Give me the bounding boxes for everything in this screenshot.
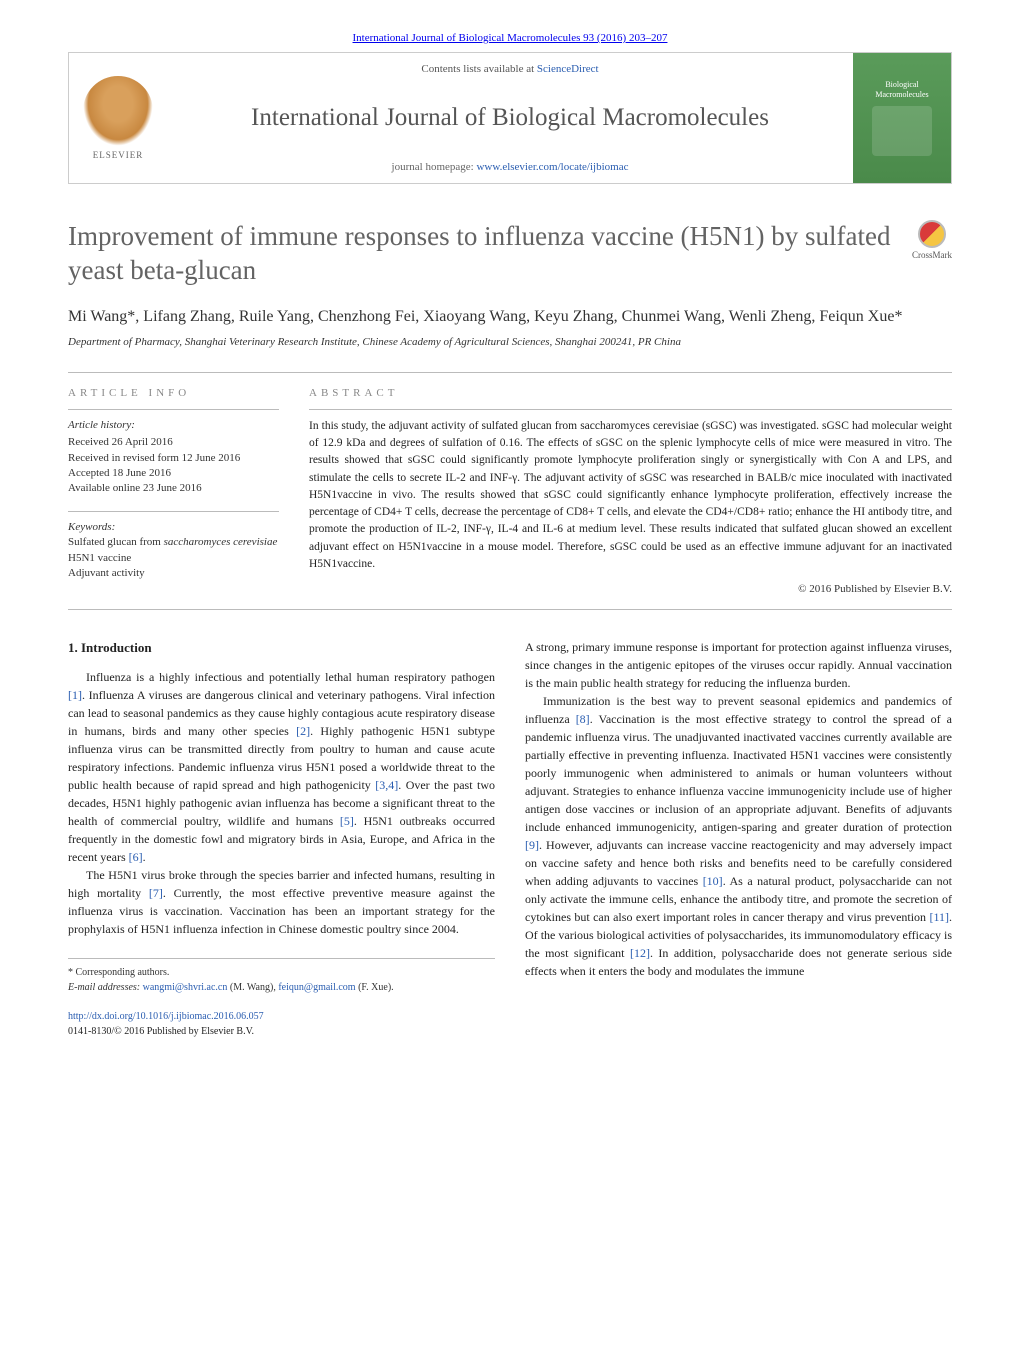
text-run: . xyxy=(143,850,146,864)
keyword: Sulfated glucan from saccharomyces cerev… xyxy=(68,535,279,550)
footnotes: * Corresponding authors. E-mail addresse… xyxy=(68,958,495,995)
cover-title: Biological Macromolecules xyxy=(859,80,945,99)
journal-homepage: journal homepage: www.elsevier.com/locat… xyxy=(392,161,629,173)
body-columns: 1. Introduction Influenza is a highly in… xyxy=(68,638,952,1039)
left-column: 1. Introduction Influenza is a highly in… xyxy=(68,638,495,1039)
running-head: International Journal of Biological Macr… xyxy=(68,32,952,44)
publisher-name: ELSEVIER xyxy=(93,150,144,160)
ref-link[interactable]: [8] xyxy=(576,712,590,726)
ref-link[interactable]: [7] xyxy=(149,886,163,900)
crossmark-label: CrossMark xyxy=(912,250,952,260)
ref-link[interactable]: [9] xyxy=(525,838,539,852)
crossmark-icon xyxy=(918,220,946,248)
article-info: ARTICLE INFO Article history: Received 2… xyxy=(68,373,293,610)
abstract-label: ABSTRACT xyxy=(309,387,952,399)
doi-block: http://dx.doi.org/10.1016/j.ijbiomac.201… xyxy=(68,1009,495,1039)
history-line: Available online 23 June 2016 xyxy=(68,481,279,496)
article-title: Improvement of immune responses to influ… xyxy=(68,220,896,288)
keyword: Adjuvant activity xyxy=(68,566,279,581)
header-center: Contents lists available at ScienceDirec… xyxy=(167,53,853,183)
abstract-copyright: © 2016 Published by Elsevier B.V. xyxy=(309,583,952,595)
ref-link[interactable]: [11] xyxy=(929,910,949,924)
section-heading: 1. Introduction xyxy=(68,638,495,658)
elsevier-tree-icon xyxy=(83,76,153,146)
text-run: . Vaccination is the most effective stra… xyxy=(525,712,952,834)
ref-link[interactable]: [6] xyxy=(129,850,143,864)
ref-link[interactable]: [3,4] xyxy=(375,778,398,792)
history-title: Article history: xyxy=(68,418,279,433)
right-column: A strong, primary immune response is imp… xyxy=(525,638,952,1039)
email-line: E-mail addresses: wangmi@shvri.ac.cn (M.… xyxy=(68,980,495,995)
ref-link[interactable]: [5] xyxy=(340,814,354,828)
paragraph: Immunization is the best way to prevent … xyxy=(525,692,952,980)
contents-prefix: Contents lists available at xyxy=(421,63,536,75)
email-person: (M. Wang), xyxy=(227,982,278,993)
crossmark-badge[interactable]: CrossMark xyxy=(912,220,952,260)
keyword: H5N1 vaccine xyxy=(68,551,279,566)
journal-name: International Journal of Biological Macr… xyxy=(251,104,769,132)
paragraph: A strong, primary immune response is imp… xyxy=(525,638,952,692)
publisher-logo: ELSEVIER xyxy=(69,53,167,183)
authors: Mi Wang*, Lifang Zhang, Ruile Yang, Chen… xyxy=(68,306,952,328)
email-person: (F. Xue). xyxy=(356,982,394,993)
article-info-label: ARTICLE INFO xyxy=(68,387,279,399)
ref-link[interactable]: [1] xyxy=(68,688,82,702)
email-link[interactable]: wangmi@shvri.ac.cn xyxy=(143,982,228,993)
journal-cover: Biological Macromolecules xyxy=(853,53,951,183)
sciencedirect-link[interactable]: ScienceDirect xyxy=(537,63,599,75)
email-label: E-mail addresses: xyxy=(68,982,143,993)
abstract: ABSTRACT In this study, the adjuvant act… xyxy=(293,373,952,610)
article-history: Article history: Received 26 April 2016 … xyxy=(68,409,279,497)
history-line: Received in revised form 12 June 2016 xyxy=(68,451,279,466)
ref-link[interactable]: [12] xyxy=(630,946,650,960)
meta-abstract-row: ARTICLE INFO Article history: Received 2… xyxy=(68,372,952,611)
title-row: Improvement of immune responses to influ… xyxy=(68,220,952,306)
ref-link[interactable]: [2] xyxy=(296,724,310,738)
ref-link[interactable]: [10] xyxy=(703,874,723,888)
paragraph: Influenza is a highly infectious and pot… xyxy=(68,668,495,866)
email-link[interactable]: feiqun@gmail.com xyxy=(278,982,355,993)
contents-available: Contents lists available at ScienceDirec… xyxy=(421,63,598,75)
affiliation: Department of Pharmacy, Shanghai Veterin… xyxy=(68,336,952,348)
corresponding-note: * Corresponding authors. xyxy=(68,965,495,980)
abstract-body: In this study, the adjuvant activity of … xyxy=(309,409,952,573)
doi-link[interactable]: http://dx.doi.org/10.1016/j.ijbiomac.201… xyxy=(68,1011,264,1022)
running-head-link[interactable]: International Journal of Biological Macr… xyxy=(353,32,668,44)
keywords-title: Keywords: xyxy=(68,520,279,535)
homepage-prefix: journal homepage: xyxy=(392,161,477,173)
cover-graphic xyxy=(872,106,932,156)
journal-header: ELSEVIER Contents lists available at Sci… xyxy=(68,52,952,184)
page: International Journal of Biological Macr… xyxy=(0,0,1020,1079)
history-line: Received 26 April 2016 xyxy=(68,435,279,450)
issn-line: 0141-8130/© 2016 Published by Elsevier B… xyxy=(68,1026,254,1037)
paragraph: The H5N1 virus broke through the species… xyxy=(68,866,495,938)
keywords-block: Keywords: Sulfated glucan from saccharom… xyxy=(68,511,279,582)
history-line: Accepted 18 June 2016 xyxy=(68,466,279,481)
homepage-link[interactable]: www.elsevier.com/locate/ijbiomac xyxy=(476,161,628,173)
text-run: Influenza is a highly infectious and pot… xyxy=(86,670,495,684)
